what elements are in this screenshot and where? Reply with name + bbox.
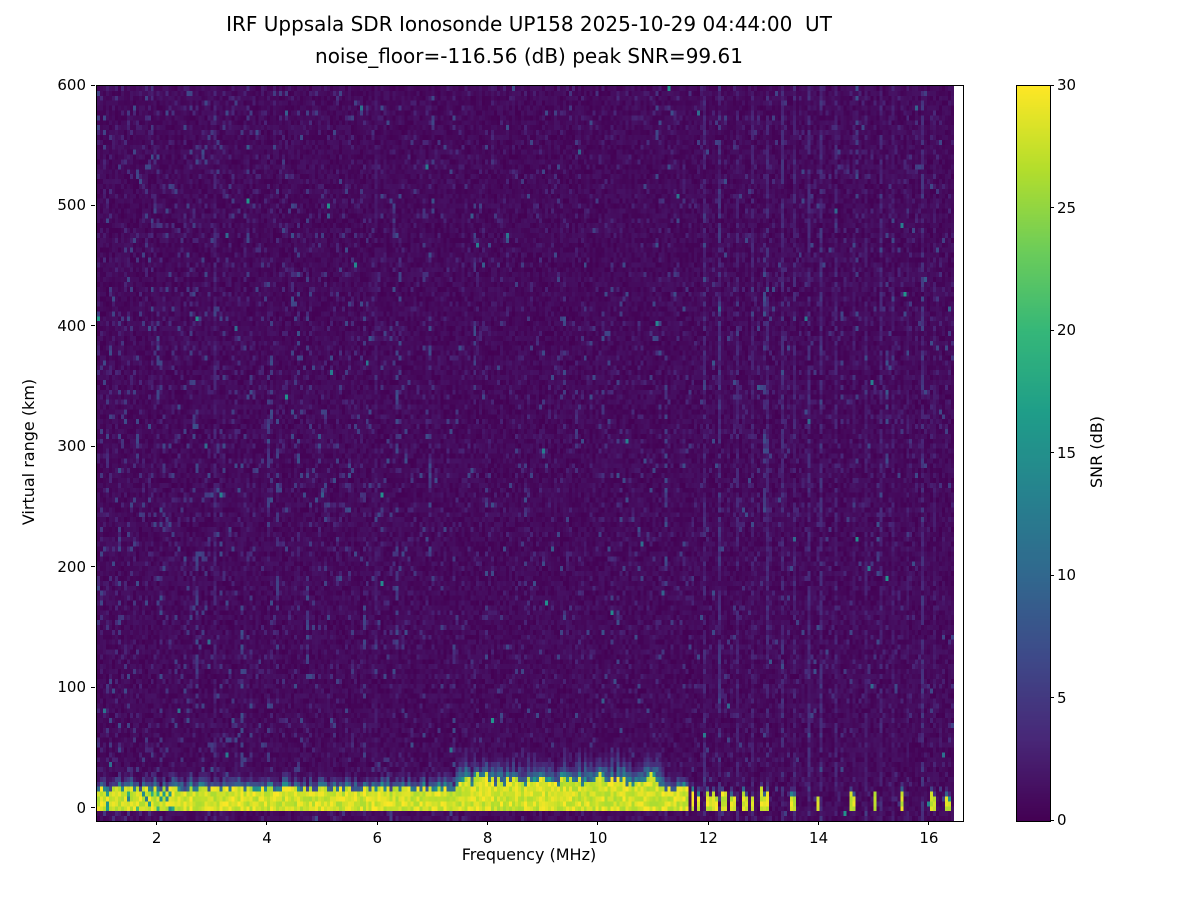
x-tick-mark <box>487 821 489 825</box>
colorbar-tick-label: 20 <box>1057 321 1077 339</box>
x-tick-label: 14 <box>809 829 829 847</box>
colorbar-tick-label: 30 <box>1057 76 1077 94</box>
y-tick-mark <box>91 566 95 568</box>
colorbar-tick-mark <box>1050 452 1054 453</box>
colorbar-tick-label: 5 <box>1057 688 1067 707</box>
y-tick-mark <box>91 686 95 688</box>
y-tick-mark <box>91 445 95 447</box>
y-tick-mark <box>91 325 95 327</box>
heatmap-canvas <box>97 86 963 821</box>
colorbar-tick-mark <box>1050 207 1054 208</box>
colorbar-tick-label: 10 <box>1057 566 1077 584</box>
x-tick-mark <box>928 821 930 825</box>
colorbar-tick-label: 0 <box>1057 811 1067 829</box>
y-tick-label: 600 <box>57 76 86 94</box>
colorbar-tick-label: 15 <box>1057 443 1077 462</box>
x-tick-label: 10 <box>588 829 608 847</box>
x-tick-label: 6 <box>372 829 383 847</box>
y-axis-label: Virtual range (km) <box>19 378 38 526</box>
heatmap-plot <box>96 85 964 822</box>
x-tick-mark <box>266 821 268 825</box>
y-tick-label: 300 <box>57 437 86 456</box>
x-tick-label: 2 <box>151 829 162 847</box>
colorbar-tick-mark <box>1050 574 1054 576</box>
y-tick-label: 100 <box>57 678 86 697</box>
y-tick-label: 400 <box>57 316 86 335</box>
colorbar-canvas <box>1017 86 1050 821</box>
colorbar <box>1016 85 1051 822</box>
x-tick-mark <box>818 821 820 825</box>
chart-subtitle: noise_floor=-116.56 (dB) peak SNR=99.61 <box>315 44 743 68</box>
y-tick-label: 0 <box>76 798 86 817</box>
chart-title: IRF Uppsala SDR Ionosonde UP158 2025-10-… <box>226 12 832 36</box>
x-axis-label: Frequency (MHz) <box>461 845 597 864</box>
colorbar-tick-mark <box>1050 84 1054 86</box>
colorbar-tick-mark <box>1050 819 1054 821</box>
colorbar-tick-mark <box>1050 697 1054 698</box>
y-tick-mark <box>91 204 95 206</box>
y-tick-mark <box>91 807 95 809</box>
x-tick-label: 16 <box>919 829 939 847</box>
x-tick-mark <box>707 821 709 825</box>
x-tick-mark <box>156 821 158 825</box>
y-tick-label: 500 <box>57 196 86 215</box>
x-tick-mark <box>597 821 599 825</box>
x-tick-label: 12 <box>698 829 718 847</box>
colorbar-tick-label: 25 <box>1057 198 1077 217</box>
x-tick-label: 8 <box>482 829 493 847</box>
colorbar-tick-mark <box>1050 329 1054 331</box>
x-tick-label: 4 <box>262 829 272 847</box>
y-tick-mark <box>91 84 95 86</box>
x-tick-mark <box>376 821 378 825</box>
y-tick-label: 200 <box>57 557 86 576</box>
